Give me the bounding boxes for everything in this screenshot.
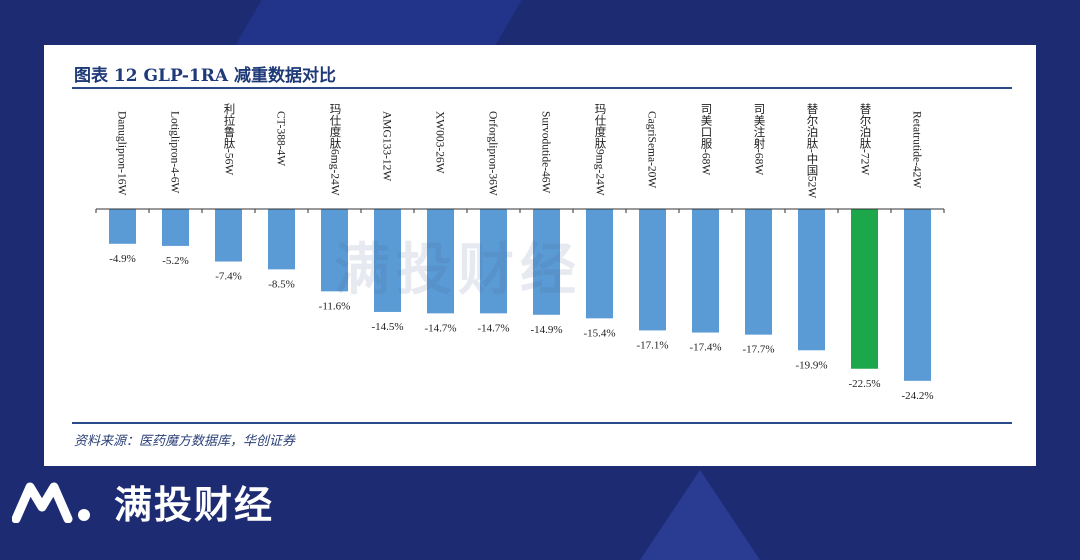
- category-label: Danuglipron-16W: [115, 111, 127, 195]
- data-label: -22.5%: [848, 378, 880, 390]
- data-label: -14.7%: [477, 322, 509, 334]
- category-label: Retatrutide-42W: [910, 111, 922, 188]
- bar: [851, 209, 878, 369]
- bar: [586, 209, 613, 319]
- category-label: XW003-26W: [433, 111, 445, 174]
- bar: [480, 209, 507, 314]
- bar: [427, 209, 454, 314]
- data-label: -14.9%: [530, 324, 562, 336]
- bar: [798, 209, 825, 351]
- bar: [745, 209, 772, 335]
- brand-logo-icon: [12, 482, 90, 523]
- data-label: -17.4%: [689, 342, 721, 354]
- data-label: -24.2%: [901, 390, 933, 402]
- data-label: -17.7%: [742, 344, 774, 356]
- bar: [692, 209, 719, 333]
- bar: [533, 209, 560, 315]
- category-label: 利拉鲁肽-56W: [223, 103, 236, 175]
- category-label: 玛仕度肽6mg-24W: [329, 103, 342, 196]
- category-label: Survodutide-46W: [539, 111, 551, 194]
- brand-name: 满投财经: [114, 482, 275, 527]
- data-label: -7.4%: [215, 271, 242, 283]
- data-label: -11.6%: [319, 300, 351, 312]
- category-label: 替尔泊肽-中国52W: [806, 102, 819, 198]
- category-label: 司美注射-68W: [753, 103, 766, 175]
- source-note: 资料来源：医药魔方数据库，华创证券: [74, 434, 296, 449]
- data-label: -5.2%: [162, 255, 189, 267]
- bar: [109, 209, 136, 244]
- category-label: CT-388-4W: [274, 111, 286, 166]
- data-label: -8.5%: [268, 278, 295, 290]
- category-label: 司美口服-68W: [700, 103, 713, 175]
- category-label: AMG133-12W: [380, 111, 392, 181]
- category-label: Orforglipron-36W: [486, 111, 498, 196]
- figure-card: 图表 12 GLP-1RA 减重数据对比 Danuglipron-16W Loti…: [44, 45, 1036, 466]
- data-label: -15.4%: [583, 327, 615, 339]
- data-label: -14.7%: [424, 322, 456, 334]
- title-divider: [72, 87, 1012, 89]
- data-label: -4.9%: [109, 253, 136, 265]
- brand-bar: 满投财经: [12, 476, 275, 527]
- data-label: -19.9%: [795, 359, 827, 371]
- bar-chart: Danuglipron-16W Lotiglipron-4-6W 利拉鲁肽-56W C…: [95, 102, 945, 402]
- category-label: 替尔泊肽-72W: [859, 102, 872, 175]
- source-divider: [72, 422, 1012, 424]
- bar: [321, 209, 348, 292]
- data-label: -14.5%: [371, 321, 403, 333]
- bar: [639, 209, 666, 331]
- bar: [162, 209, 189, 246]
- bar: [904, 209, 931, 381]
- data-label: -17.1%: [636, 339, 668, 351]
- bar: [268, 209, 295, 270]
- figure-title: 图表 12 GLP-1RA 减重数据对比: [74, 66, 336, 86]
- background-decoration: [640, 470, 760, 560]
- category-label: 玛仕度肽9mg-24W: [594, 103, 607, 196]
- bar: [215, 209, 242, 262]
- bar: [374, 209, 401, 312]
- category-label: Lotiglipron-4-6W: [168, 111, 180, 194]
- category-label: CagriSema-20W: [645, 111, 657, 188]
